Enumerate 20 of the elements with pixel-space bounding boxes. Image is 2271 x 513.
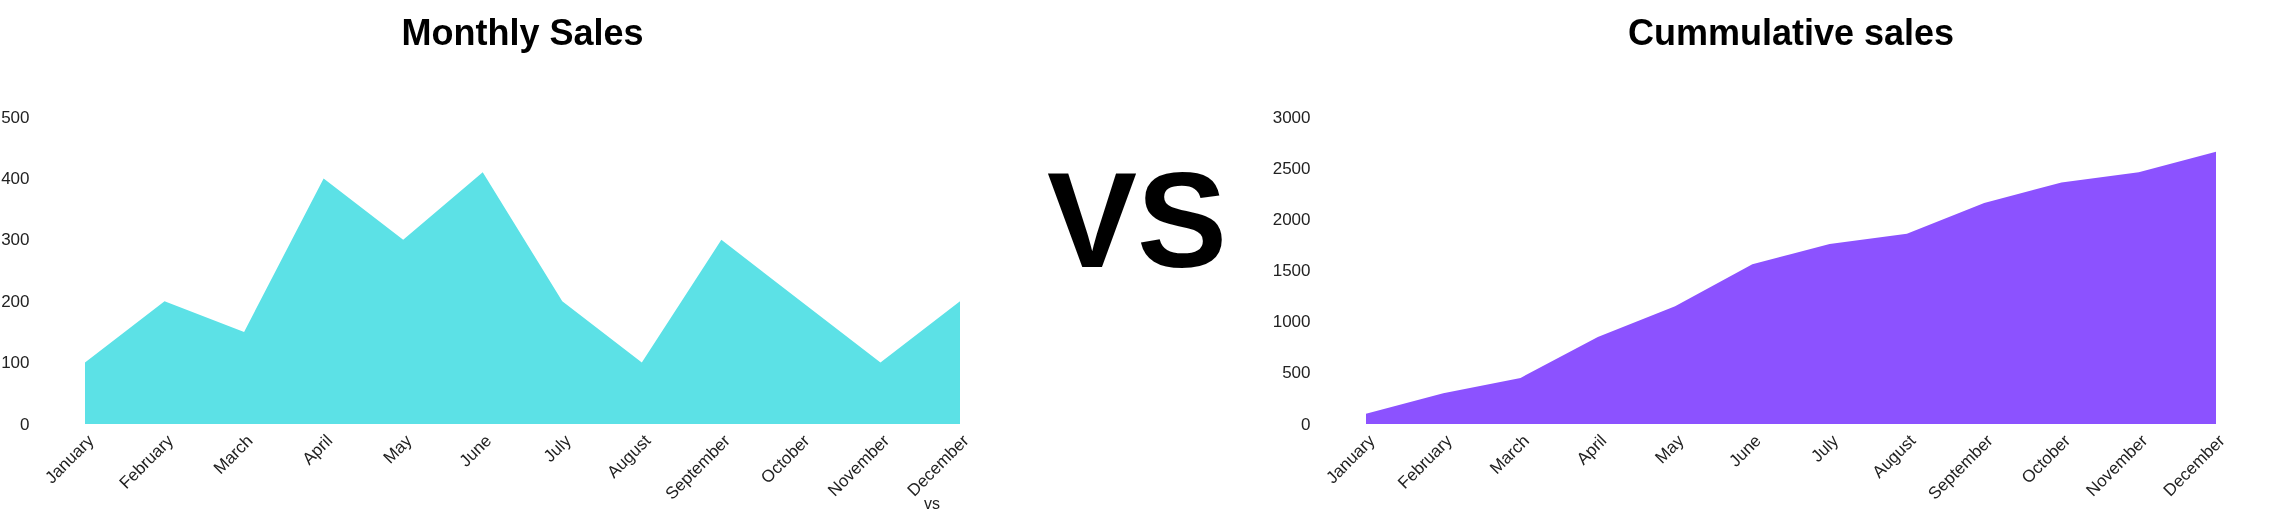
y-tick-label: 400 — [1, 168, 30, 188]
y-tick-label: 1000 — [1272, 312, 1311, 332]
y-tick-label: 500 — [1282, 363, 1311, 383]
y-tick-label: 300 — [1, 230, 30, 250]
y-tick-label: 0 — [1301, 414, 1311, 434]
y-tick-label: 100 — [1, 353, 30, 373]
text: vs — [924, 495, 940, 512]
x-tick-label: July — [1807, 430, 1843, 466]
y-tick-label: 500 — [1, 107, 30, 127]
x-tick-label: May — [1651, 430, 1688, 468]
text: VS — [1046, 145, 1228, 296]
chart-title: Cummulative sales — [1627, 12, 1955, 53]
y-tick-label: 1500 — [1272, 261, 1311, 280]
y-tick-label: 3000 — [1272, 107, 1311, 127]
y-tick-label: 2000 — [1272, 209, 1311, 229]
y-tick-label: 200 — [1, 291, 30, 311]
y-tick-label: 0 — [20, 414, 30, 434]
x-tick-label: July — [539, 430, 576, 466]
chart-title: Monthly Sales — [401, 12, 644, 53]
y-tick-label: 2500 — [1272, 158, 1311, 178]
